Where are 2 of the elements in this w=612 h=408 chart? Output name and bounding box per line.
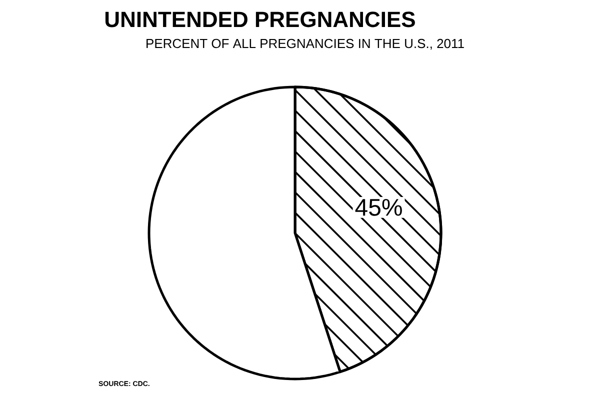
chart-title: UNINTENDED PREGNANCIES (105, 12, 415, 28)
chart-subtitle: PERCENT OF ALL PREGNANCIES IN THE U.S., 2011 (146, 38, 464, 50)
